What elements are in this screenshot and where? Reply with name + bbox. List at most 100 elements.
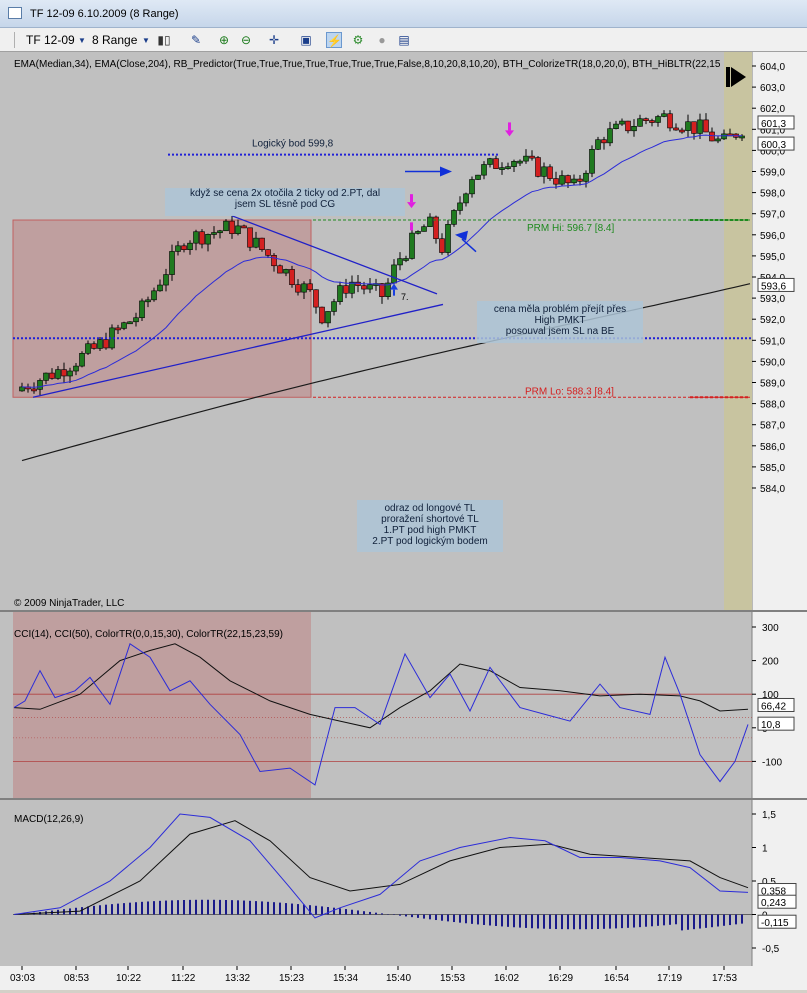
macd-signal-line: [13, 820, 749, 915]
arrow-line: [461, 238, 477, 253]
price-tick-label: 597,0: [760, 210, 785, 221]
candle-body: [541, 166, 547, 177]
properties-icon[interactable]: ▣: [300, 33, 312, 47]
candle-body: [73, 365, 79, 372]
candle-body: [193, 231, 199, 244]
candle-body: [367, 284, 373, 290]
cci-tick-label: 200: [762, 657, 779, 668]
price-tick-label: 591,0: [760, 336, 785, 347]
candlestick-style-icon[interactable]: ▮▯: [157, 33, 171, 47]
candle-body: [349, 281, 355, 294]
candle-body: [277, 265, 283, 274]
macd-marker-box: [757, 914, 797, 929]
play-button-bar: [726, 67, 730, 87]
price-marker-label: 601,3: [761, 119, 786, 130]
exit-marker: [410, 222, 413, 231]
time-tick-label: 10:22: [116, 973, 141, 984]
candle-body: [589, 149, 595, 174]
price-tick-label: 599,0: [760, 168, 785, 179]
candle-body: [229, 220, 235, 234]
price-tick-label: 592,0: [760, 315, 785, 326]
instrument-dropdown-icon[interactable]: ▼: [78, 36, 86, 45]
time-tick-label: 16:29: [548, 973, 573, 984]
title-bar: TF 12-09 6.10.2009 (8 Range): [0, 0, 807, 28]
candle-body: [217, 230, 223, 234]
price-tick-label: 602,0: [760, 104, 785, 115]
entry-marker-label: 7.: [401, 292, 409, 302]
copyright-label: © 2009 NinjaTrader, LLC: [14, 598, 124, 609]
candle-body: [595, 139, 601, 150]
candle-body: [289, 269, 295, 285]
toolbar-grip: [14, 32, 15, 48]
cci-marker-box: [757, 716, 795, 731]
time-tick-label: 17:19: [657, 973, 682, 984]
annotation-text: 2.PT pod logickým bodem: [372, 536, 488, 547]
cci-indicator-label: CCI(14), CCI(50), ColorTR(0,0,15,30), Co…: [14, 629, 283, 640]
macd-pane: [0, 800, 752, 966]
period-dropdown-icon[interactable]: ▼: [142, 36, 150, 45]
prm-lo-label: PRM Lo: 588.3 [8.4]: [525, 386, 614, 397]
chart-svg[interactable]: 604,0 603,0 602,0 601,0 600,0 599,0 598,0 597,0…: [0, 52, 807, 990]
candle-body: [301, 283, 307, 293]
candle-body: [175, 245, 181, 252]
candle-body: [571, 178, 577, 184]
zoom-out-icon[interactable]: ⊖: [240, 33, 252, 47]
candle-body: [481, 164, 487, 176]
candle-body: [457, 202, 463, 211]
crosshair-icon[interactable]: ✛: [268, 33, 280, 47]
candle-body: [91, 343, 97, 349]
candle-body: [139, 300, 145, 319]
candle-body: [295, 284, 301, 293]
play-icon: [731, 67, 746, 87]
indicators-icon[interactable]: ⚡: [326, 32, 342, 48]
macd-indicator-label: MACD(12,26,9): [14, 814, 83, 825]
candle-body: [517, 160, 523, 164]
logical-level-label: Logický bod 599,8: [252, 139, 334, 150]
candle-body: [379, 283, 385, 297]
price-tick-label: 589,0: [760, 379, 785, 390]
candle-body: [649, 120, 655, 123]
annotation-text: 1.PT pod high PMKT: [383, 525, 477, 536]
candle-body: [721, 133, 727, 140]
candle-body: [127, 321, 133, 325]
candle-body: [523, 155, 529, 162]
instrument-selector[interactable]: TF 12-09: [26, 33, 75, 47]
candle-body: [325, 311, 331, 324]
candle-body: [37, 380, 43, 390]
cci-slow-line: [13, 643, 749, 729]
candle-body: [559, 175, 565, 185]
window-title: TF 12-09 6.10.2009 (8 Range): [30, 8, 179, 20]
price-marker-box: [757, 277, 795, 292]
candle-body: [319, 306, 325, 324]
price-tick-label: 590,0: [760, 357, 785, 368]
cci-marker-box: [757, 697, 795, 712]
zoom-in-icon[interactable]: ⊕: [218, 33, 230, 47]
exit-arrow-down-icon: [407, 202, 416, 209]
time-axis: [0, 966, 807, 990]
candle-body: [463, 193, 469, 204]
price-tick-label: 596,0: [760, 231, 785, 242]
macd-marker-label: -0,115: [761, 918, 789, 929]
strategies-icon[interactable]: ⚙: [352, 33, 364, 47]
macd-line: [13, 813, 749, 919]
price-tick-label: 593,0: [760, 294, 785, 305]
candle-body: [535, 157, 541, 177]
candle-body: [205, 234, 211, 245]
price-marker-label: 600,3: [761, 140, 786, 151]
period-selector[interactable]: 8 Range: [92, 33, 138, 47]
chart-area[interactable]: 604,0 603,0 602,0 601,0 600,0 599,0 598,0 597,0…: [0, 52, 807, 990]
candle-body: [511, 161, 517, 167]
candle-body: [709, 131, 715, 142]
candle-body: [169, 251, 175, 275]
price-tick-label: 604,0: [760, 62, 785, 73]
candle-body: [397, 258, 403, 266]
candle-body: [445, 224, 451, 253]
candle-body: [49, 372, 55, 379]
annotation-text: když se cena 2x otočila 2 ticky od 2.PT,…: [189, 188, 381, 199]
candle-body: [685, 121, 691, 131]
drawing-tools-icon[interactable]: ✎: [190, 33, 202, 47]
data-box-icon[interactable]: ▤: [398, 33, 410, 47]
macd-tick-label: 1,5: [762, 810, 776, 821]
candle-body: [259, 237, 265, 250]
candle-body: [619, 120, 625, 125]
